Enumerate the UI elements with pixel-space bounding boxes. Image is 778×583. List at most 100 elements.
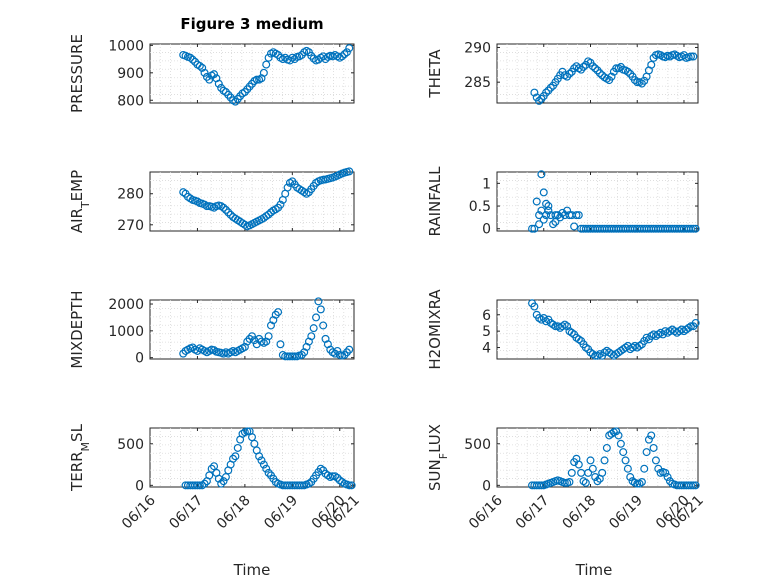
data-point: [312, 313, 321, 322]
data-point: [188, 55, 197, 64]
data-point: [319, 321, 328, 330]
data-point: [264, 210, 273, 219]
data-point: [297, 350, 306, 359]
data-point: [345, 481, 354, 490]
y-tick-label: 280: [117, 187, 144, 203]
data-point: [200, 68, 209, 77]
data-point: [535, 314, 544, 323]
data-point: [651, 456, 660, 465]
data-point: [314, 297, 323, 306]
data-point: [542, 88, 551, 97]
subplot-3: 0 0.5 1 RAINFALL: [426, 166, 700, 238]
y-axis-label: H2OMIXRA: [426, 289, 444, 370]
data-point: [340, 350, 349, 359]
data-point: [567, 468, 576, 477]
data-point: [647, 431, 656, 440]
data-point: [219, 203, 228, 212]
data-point: [229, 454, 238, 463]
data-point: [579, 477, 588, 486]
data-point: [345, 167, 354, 176]
data-point: [689, 481, 698, 490]
data-point: [593, 351, 602, 360]
data-point: [530, 224, 539, 233]
data-point: [304, 479, 313, 488]
subplot-2: 270 280 AIRTEMP: [68, 167, 355, 234]
x-tick-label: 06/18: [214, 493, 254, 533]
data-point: [333, 346, 342, 355]
data-point: [612, 427, 621, 436]
data-point: [217, 479, 226, 488]
figure-title: Figure 3 medium: [180, 15, 323, 33]
y-tick-label: 0: [135, 351, 144, 367]
data-point: [245, 334, 254, 343]
data-point: [560, 478, 569, 487]
data-point: [193, 481, 202, 490]
data-point: [214, 474, 223, 483]
data-point: [602, 443, 611, 452]
data-point: [642, 448, 651, 457]
x-tick-label: 06/17: [513, 493, 553, 533]
data-point: [255, 452, 264, 461]
data-point: [345, 44, 354, 53]
y-tick-label: 1000: [108, 324, 144, 340]
y-axis-label: SUNFLUX: [426, 424, 450, 491]
data-point: [686, 481, 695, 490]
data-point: [224, 208, 233, 217]
data-point: [588, 464, 597, 473]
data-point: [544, 202, 553, 211]
data-point: [563, 322, 572, 331]
data-point: [691, 318, 700, 327]
data-point: [649, 443, 658, 452]
data-point: [600, 456, 609, 465]
data-point: [214, 79, 223, 88]
y-tick-label: 0.5: [469, 199, 491, 215]
data-point: [623, 464, 632, 473]
data-point: [686, 52, 695, 61]
x-tick-label: 06/16: [466, 492, 506, 532]
data-point: [347, 481, 356, 490]
data-point: [530, 88, 539, 97]
data-point: [628, 477, 637, 486]
y-tick-label: 6: [482, 308, 491, 324]
y-tick-label: 900: [117, 66, 144, 82]
data-point: [574, 460, 583, 469]
data-point: [644, 435, 653, 444]
data-point: [210, 70, 219, 79]
data-point: [207, 464, 216, 473]
data-point: [333, 473, 342, 482]
data-point: [640, 464, 649, 473]
data-point: [574, 211, 583, 220]
data-point: [621, 456, 630, 465]
data-point: [686, 224, 695, 233]
subplot-4: 0 1000 2000 MIXDEPTH: [68, 290, 355, 369]
data-point: [684, 323, 693, 332]
y-tick-label: 285: [464, 75, 491, 91]
data-point: [542, 199, 551, 208]
data-point: [259, 460, 268, 469]
data-point: [283, 183, 292, 192]
data-point: [663, 473, 672, 482]
data-point: [262, 464, 271, 473]
data-point: [221, 205, 230, 214]
x-tick-label: 06/19: [261, 493, 301, 533]
data-point: [316, 305, 325, 314]
y-axis-label: PRESSURE: [68, 34, 86, 113]
y-tick-label: 500: [464, 437, 491, 453]
y-axis-label: RAINFALL: [426, 166, 444, 237]
data-point: [635, 341, 644, 350]
y-axis-label: THETA: [426, 49, 444, 99]
data-point: [307, 332, 316, 341]
data-point: [252, 75, 261, 84]
data-point: [233, 443, 242, 452]
data-point: [630, 76, 639, 85]
data-point: [549, 320, 558, 329]
data-point: [574, 335, 583, 344]
data-point: [623, 67, 632, 76]
data-point: [195, 61, 204, 70]
data-point: [598, 468, 607, 477]
data-point: [563, 206, 572, 215]
y-tick-label: 4: [482, 341, 491, 357]
data-point: [331, 349, 340, 358]
data-point: [542, 317, 551, 326]
